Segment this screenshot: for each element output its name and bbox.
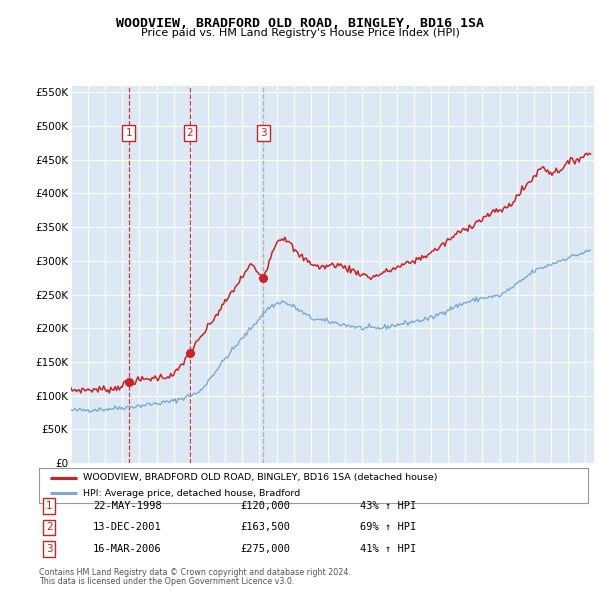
Text: WOODVIEW, BRADFORD OLD ROAD, BINGLEY, BD16 1SA (detached house): WOODVIEW, BRADFORD OLD ROAD, BINGLEY, BD… (83, 473, 437, 482)
Text: 1: 1 (46, 501, 53, 510)
Text: £275,000: £275,000 (240, 545, 290, 554)
Text: This data is licensed under the Open Government Licence v3.0.: This data is licensed under the Open Gov… (39, 578, 295, 586)
Text: 2: 2 (46, 523, 53, 532)
Text: 13-DEC-2001: 13-DEC-2001 (93, 523, 162, 532)
Text: 16-MAR-2006: 16-MAR-2006 (93, 545, 162, 554)
Text: 41% ↑ HPI: 41% ↑ HPI (360, 545, 416, 554)
Text: 43% ↑ HPI: 43% ↑ HPI (360, 501, 416, 510)
Text: 22-MAY-1998: 22-MAY-1998 (93, 501, 162, 510)
Text: Contains HM Land Registry data © Crown copyright and database right 2024.: Contains HM Land Registry data © Crown c… (39, 568, 351, 577)
Text: 1: 1 (125, 128, 132, 137)
Text: 69% ↑ HPI: 69% ↑ HPI (360, 523, 416, 532)
Text: 3: 3 (260, 128, 266, 137)
Text: £120,000: £120,000 (240, 501, 290, 510)
Text: 2: 2 (187, 128, 193, 137)
Text: 3: 3 (46, 545, 53, 554)
Text: WOODVIEW, BRADFORD OLD ROAD, BINGLEY, BD16 1SA: WOODVIEW, BRADFORD OLD ROAD, BINGLEY, BD… (116, 17, 484, 30)
Text: Price paid vs. HM Land Registry's House Price Index (HPI): Price paid vs. HM Land Registry's House … (140, 28, 460, 38)
Text: £163,500: £163,500 (240, 523, 290, 532)
Text: HPI: Average price, detached house, Bradford: HPI: Average price, detached house, Brad… (83, 489, 300, 498)
